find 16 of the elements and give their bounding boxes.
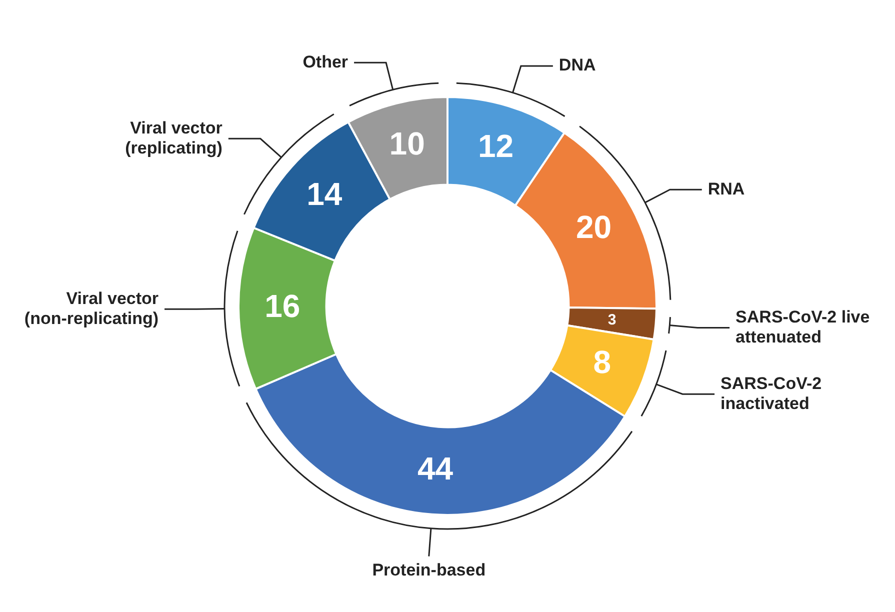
data-label: 12 xyxy=(478,128,514,164)
slice-label: SARS-CoV-2 inactivated xyxy=(720,374,822,413)
slice-label: DNA xyxy=(558,56,596,75)
data-label: 16 xyxy=(264,288,300,324)
data-label: 44 xyxy=(417,450,454,486)
slice-label: Viral vector (non-replicating) xyxy=(24,288,159,328)
slice-label: RNA xyxy=(708,179,745,198)
slice-label: SARS-CoV-2 live attenuated xyxy=(736,307,870,346)
data-label: 20 xyxy=(576,209,612,246)
data-label: 3 xyxy=(608,311,616,328)
data-label: 14 xyxy=(306,176,342,212)
slice-label: Viral vector (replicating) xyxy=(125,118,223,158)
slice-label: Other xyxy=(302,52,348,72)
slice-label: Protein-based xyxy=(372,560,486,580)
data-label: 8 xyxy=(593,344,611,380)
data-label: 10 xyxy=(389,126,425,162)
